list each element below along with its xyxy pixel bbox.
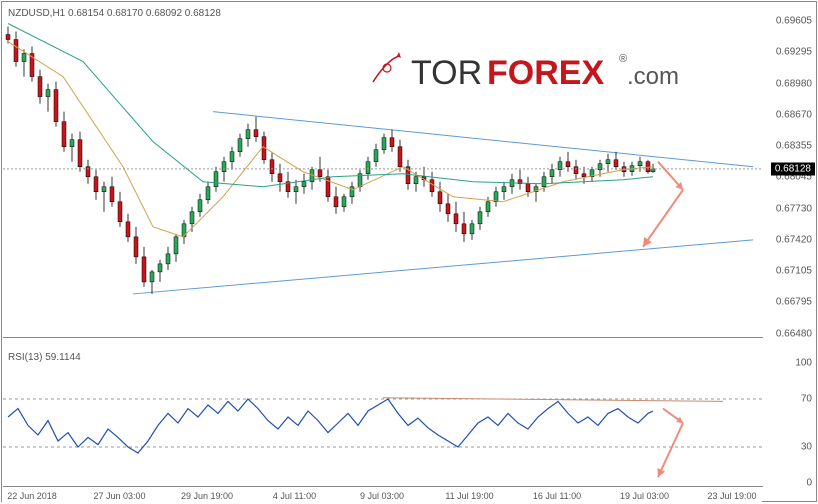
logo-trademark: ® [619, 53, 627, 65]
torforex-logo: TOR FOREX .com ® [369, 48, 709, 100]
price-y-tick: 0.68355 [776, 141, 812, 152]
price-y-axis: 0.696050.692950.689800.686700.683550.680… [763, 3, 816, 338]
x-axis-tick: 16 Jul 11:00 [533, 491, 581, 501]
x-axis: 22 Jun 2018 27 Jun 03:00 29 Jun 19:00 4 Jul… [2, 487, 762, 503]
current-price-badge: 0.68128 [771, 162, 815, 175]
price-y-tick: 0.67420 [776, 234, 812, 245]
rsi-y-tick: 0 [806, 478, 812, 489]
x-axis-tick: 29 Jun 19:00 [181, 491, 233, 501]
rsi-chart-svg [3, 347, 763, 487]
x-axis-tick: 19 Jul 03:00 [620, 491, 669, 501]
price-y-tick: 0.66795 [776, 297, 812, 308]
price-y-tick: 0.68980 [776, 78, 812, 89]
rsi-y-tick: 70 [801, 394, 812, 405]
rsi-chart-panel: RSI(13) 59.1144 [3, 347, 763, 487]
x-axis-tick: 27 Jun 03:00 [93, 491, 145, 501]
x-axis-tick: 23 Jul 19:00 [707, 491, 756, 501]
rsi-y-tick: 100 [795, 358, 812, 369]
price-y-tick: 0.67105 [776, 266, 812, 277]
rsi-y-tick: 30 [801, 442, 812, 453]
price-chart-panel: NZDUSD,H1 0.68154 0.68170 0.68092 0.6812… [3, 3, 763, 338]
price-y-tick: 0.68670 [776, 109, 812, 120]
price-y-tick: 0.69295 [776, 47, 812, 58]
price-y-tick: 0.66480 [776, 329, 812, 340]
x-axis-tick: 4 Jul 11:00 [273, 491, 316, 501]
x-axis-tick: 22 Jun 2018 [7, 491, 57, 501]
logo-text-forex: FOREX [487, 54, 604, 92]
logo-text-tor: TOR [411, 54, 482, 92]
x-axis-tick: 9 Jul 03:00 [360, 491, 404, 501]
x-axis-tick: 11 Jul 19:00 [445, 491, 493, 501]
price-y-tick: 0.69605 [776, 16, 812, 27]
rsi-y-axis: 100 70 30 0 [763, 347, 816, 487]
chart-container: NZDUSD,H1 0.68154 0.68170 0.68092 0.6812… [1, 1, 817, 502]
price-y-tick: 0.67730 [776, 203, 812, 214]
logo-text-com: .com [627, 63, 679, 90]
